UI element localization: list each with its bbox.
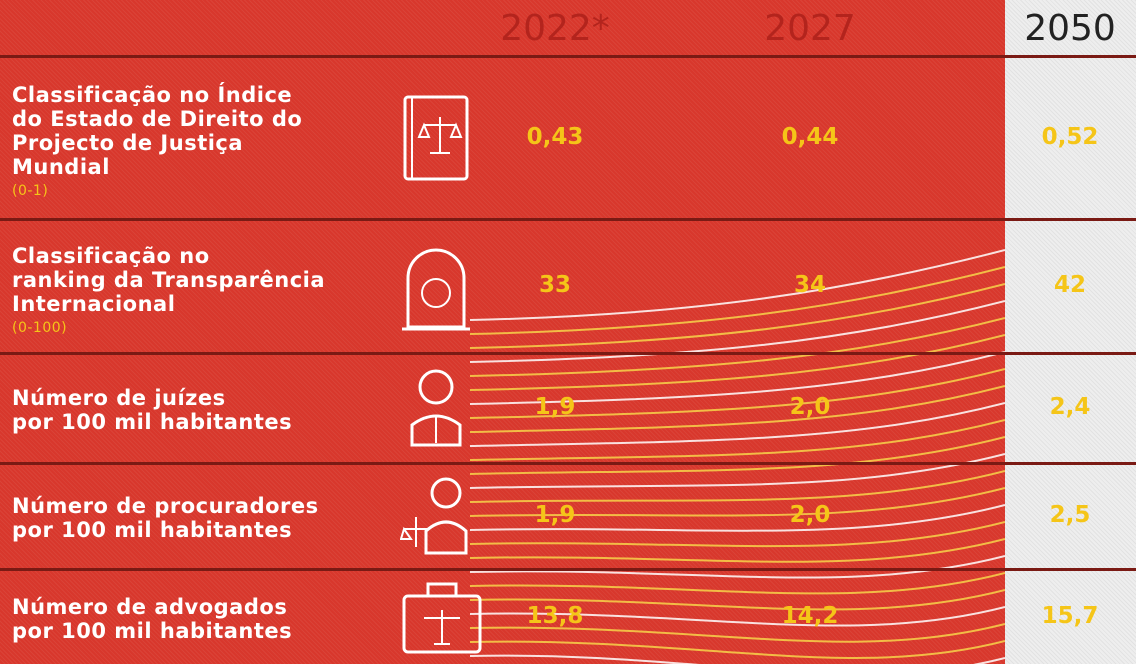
- highlight-column: [1005, 0, 1136, 664]
- label-line: por 100 mil habitantes: [12, 619, 293, 643]
- row-icon: [402, 248, 470, 331]
- cell-value: 2,0: [789, 502, 831, 528]
- wave-line: [469, 538, 1005, 563]
- cell-value: 2,5: [1049, 502, 1091, 528]
- cell-value: 34: [793, 272, 826, 298]
- row-label: Número de juízes por 100 mil habitantes: [12, 386, 292, 434]
- label-line: ranking da Transparência: [12, 267, 326, 292]
- label-line: Número de advogados: [12, 595, 288, 619]
- column-header: 2022*: [500, 8, 610, 49]
- cell-value: 0,52: [1041, 123, 1099, 150]
- row-label: Classificação no Índice do Estado de Dire…: [12, 83, 302, 203]
- row-label: Classificação no ranking da Transparência…: [12, 244, 325, 340]
- table-row: Classificação no ranking da Transparência…: [0, 218, 1136, 352]
- wave-line: [469, 504, 1005, 532]
- cell-value: 13,8: [526, 603, 584, 629]
- table-row: Número de procuradores por 100 mil habita…: [0, 462, 1136, 568]
- wave-line: [469, 572, 1005, 595]
- wave-line: [469, 283, 1005, 349]
- cell-value: 33: [538, 272, 571, 298]
- wave-line: [469, 623, 1005, 643]
- decoration: [469, 249, 1005, 664]
- table-row: Número de advogados por 100 mil habitante…: [0, 568, 1136, 664]
- column-header: 2050: [1024, 8, 1116, 49]
- cell-value: 14,2: [781, 603, 839, 629]
- cell-value: 0,44: [781, 123, 839, 150]
- row-icon: [410, 369, 462, 447]
- label-line: do Estado de Direito do: [12, 107, 303, 132]
- wave-line: [469, 334, 1005, 391]
- row-scale: (0-100): [12, 319, 68, 336]
- label-line: Mundial: [12, 155, 110, 180]
- wave-line: [469, 266, 1005, 335]
- label-line: Classificação no Índice: [12, 83, 293, 108]
- wave-line: [469, 402, 1005, 447]
- wave-line: [469, 385, 1005, 433]
- row-icon: [403, 95, 469, 180]
- wave-line: [469, 453, 1005, 489]
- row-icon: [402, 582, 482, 654]
- label-line: por 100 mil habitantes: [12, 518, 293, 542]
- label-line: Número de procuradores: [12, 494, 319, 518]
- table-row: Classificação no Índice do Estado de Dire…: [0, 55, 1136, 218]
- cell-value: 1,9: [534, 502, 576, 528]
- wave-line: [469, 521, 1005, 548]
- cell-value: 15,7: [1041, 603, 1099, 629]
- label-line: Número de juízes: [12, 386, 226, 410]
- cell-value: 1,9: [534, 394, 576, 420]
- row-label: Número de procuradores por 100 mil habita…: [12, 494, 319, 542]
- cell-value: 42: [1053, 272, 1086, 298]
- wave-line: [469, 487, 1005, 517]
- column-header: 2027: [764, 8, 856, 49]
- label-line: por 100 mil habitantes: [12, 410, 293, 434]
- wave-line: [469, 300, 1005, 363]
- label-line: Classificação no: [12, 243, 210, 268]
- table-row: Número de juízes por 100 mil habitantes 1,…: [0, 352, 1136, 462]
- wave-line: [469, 351, 1005, 405]
- wave-line: [469, 436, 1005, 475]
- cell-value: 0,43: [526, 123, 584, 150]
- wave-line: [469, 589, 1005, 611]
- row-icon: [400, 477, 468, 555]
- wave-line: [469, 249, 1005, 321]
- wave-line: [469, 654, 1005, 664]
- wave-line: [469, 606, 1005, 627]
- cell-value: 2,4: [1049, 394, 1091, 420]
- wave-line: [469, 368, 1005, 419]
- wave-line: [469, 317, 1005, 377]
- label-line: Projecto de Justiça: [12, 131, 244, 156]
- cell-value: 2,0: [789, 394, 831, 420]
- wave-line: [469, 419, 1005, 461]
- row-label: Número de advogados por 100 mil habitante…: [12, 595, 292, 643]
- wave-line: [469, 640, 1005, 659]
- row-scale: (0-1): [12, 183, 49, 200]
- label-line: Internacional: [12, 291, 176, 316]
- wave-line: [469, 470, 1005, 503]
